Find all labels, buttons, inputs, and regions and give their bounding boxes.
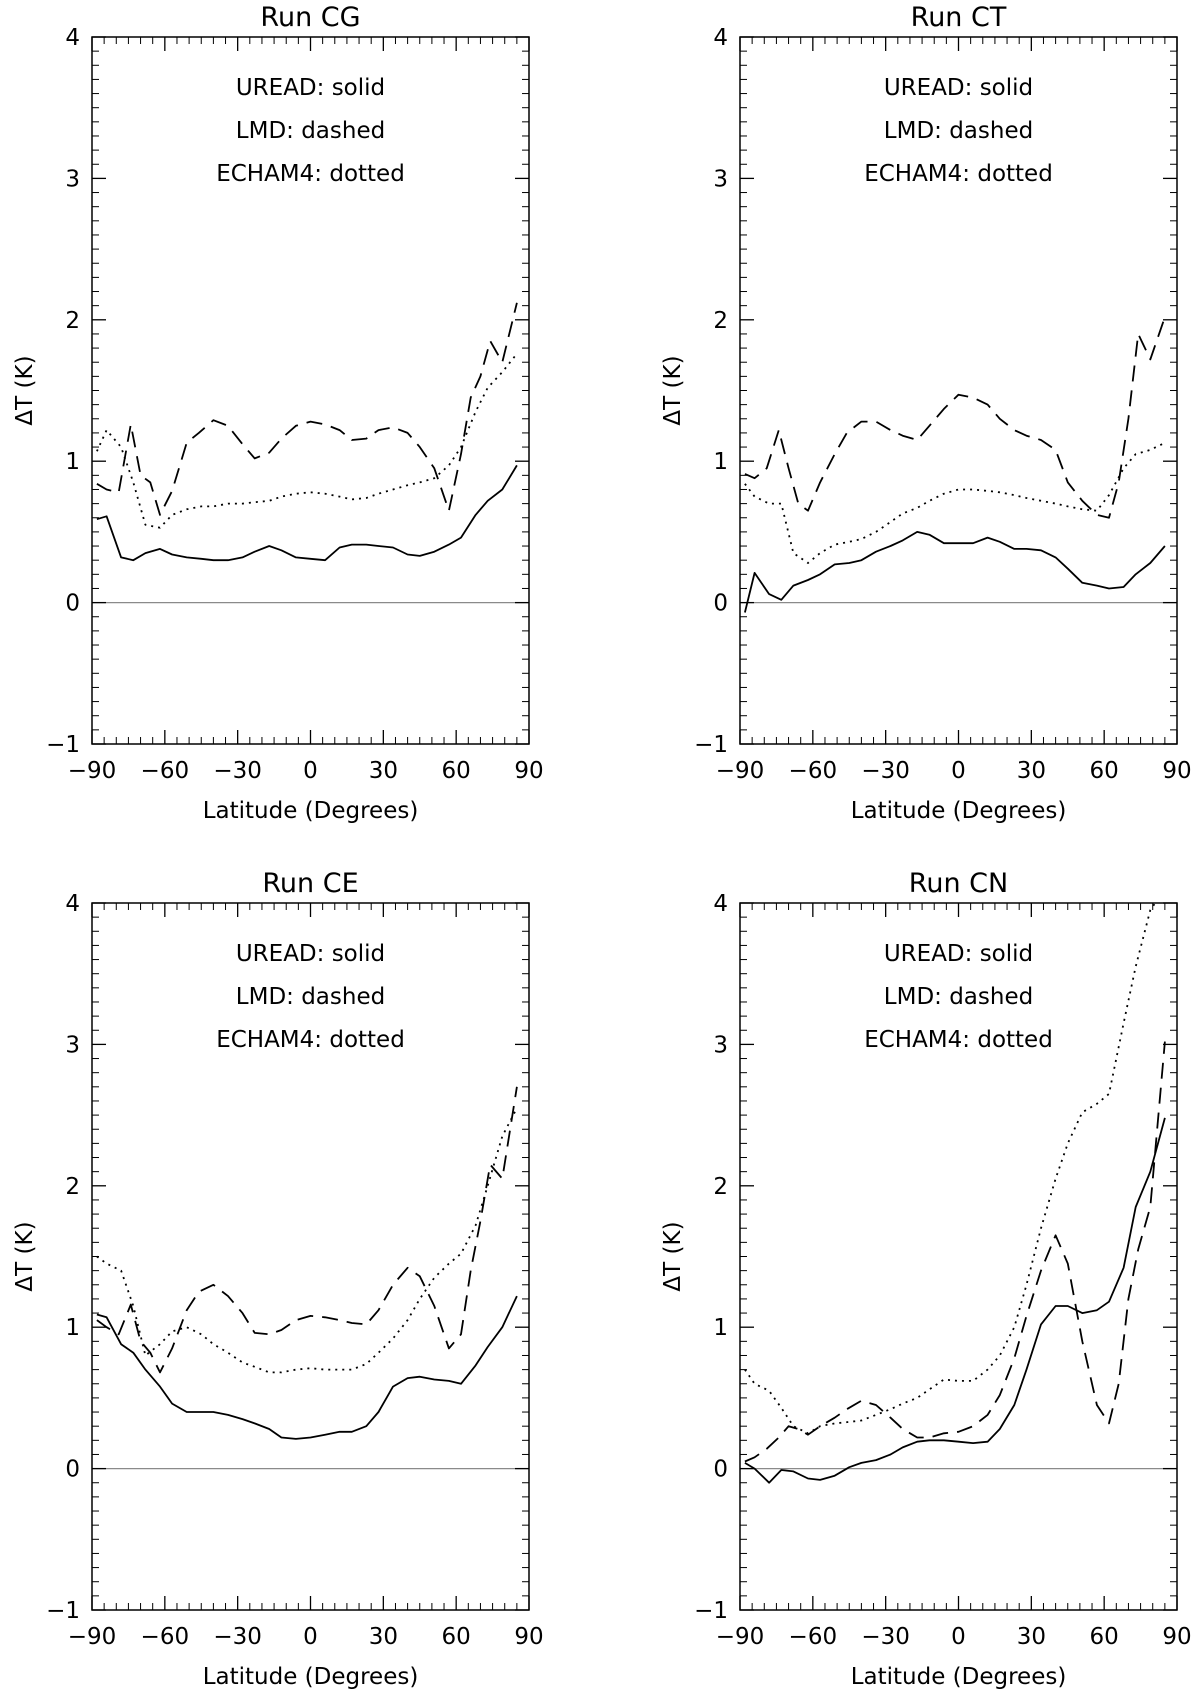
x-tick-label: 30 — [369, 1624, 398, 1650]
y-axis-label: ΔT (K) — [12, 1221, 38, 1291]
chart-title: Run CE — [262, 868, 358, 899]
y-axis-label: ΔT (K) — [660, 1221, 686, 1291]
x-tick-label: 0 — [951, 758, 966, 784]
x-tick-label: −30 — [213, 758, 262, 784]
x-tick-label: 30 — [1017, 758, 1046, 784]
series-line-dashed — [96, 302, 518, 516]
y-tick-label: 3 — [65, 166, 80, 192]
legend-note: LMD: dashed — [884, 118, 1033, 144]
legend-note: ECHAM4: dotted — [864, 161, 1053, 187]
x-tick-label: −30 — [213, 1624, 262, 1650]
y-tick-label: 0 — [713, 591, 728, 617]
x-tick-label: −30 — [861, 758, 910, 784]
y-tick-label: 3 — [713, 1032, 728, 1058]
x-tick-label: −90 — [68, 1624, 117, 1650]
series-line-dashed — [744, 316, 1166, 519]
y-tick-label: 1 — [65, 449, 80, 475]
x-tick-label: 30 — [1017, 1624, 1046, 1650]
y-tick-label: −1 — [694, 732, 728, 758]
y-tick-label: −1 — [46, 732, 80, 758]
series-line-dashed — [96, 1086, 518, 1374]
y-tick-label: 4 — [713, 25, 728, 51]
y-axis-label: ΔT (K) — [660, 355, 686, 425]
series-line-dashed — [744, 1041, 1166, 1463]
series-line-dotted — [96, 353, 518, 529]
legend-note: LMD: dashed — [884, 984, 1033, 1010]
x-tick-label: 0 — [951, 1624, 966, 1650]
y-tick-label: 1 — [65, 1315, 80, 1341]
legend-note: LMD: dashed — [236, 984, 385, 1010]
y-tick-label: 2 — [713, 1174, 728, 1200]
y-tick-label: 2 — [65, 308, 80, 334]
series-line-solid — [96, 464, 518, 562]
x-tick-label: 0 — [303, 758, 318, 784]
x-axis-label: Latitude (Degrees) — [203, 798, 419, 824]
x-tick-label: −30 — [861, 1624, 910, 1650]
x-tick-label: −60 — [141, 758, 190, 784]
y-tick-label: −1 — [46, 1598, 80, 1624]
series-line-solid — [96, 1295, 518, 1440]
y-tick-label: 4 — [65, 891, 80, 917]
x-tick-label: 30 — [369, 758, 398, 784]
y-tick-label: −1 — [694, 1598, 728, 1624]
y-tick-label: 2 — [65, 1174, 80, 1200]
x-tick-label: −60 — [789, 758, 838, 784]
legend-note: ECHAM4: dotted — [216, 161, 405, 187]
series-line-solid — [744, 531, 1166, 613]
x-tick-label: 60 — [442, 1624, 471, 1650]
legend-note: UREAD: solid — [236, 941, 385, 967]
y-tick-label: 1 — [713, 449, 728, 475]
series-line-dotted — [744, 441, 1166, 564]
series-line-dotted — [744, 903, 1157, 1435]
x-axis-label: Latitude (Degrees) — [851, 1664, 1067, 1690]
panel-1: −90 −60 −30 0 30 60 90 −1 0 1 2 3 4 Run CG Latitude (D… — [12, 2, 544, 824]
x-tick-label: −90 — [68, 758, 117, 784]
x-tick-label: −60 — [789, 1624, 838, 1650]
chart-title: Run CG — [260, 2, 360, 33]
y-tick-label: 0 — [65, 591, 80, 617]
x-tick-label: 60 — [1090, 1624, 1119, 1650]
y-tick-label: 1 — [713, 1315, 728, 1341]
panel-4: −90 −60 −30 0 30 60 90 −1 0 1 2 3 4 Run CN Latitude (D… — [660, 868, 1192, 1690]
y-tick-label: 3 — [713, 166, 728, 192]
x-axis-label: Latitude (Degrees) — [851, 798, 1067, 824]
x-tick-label: −90 — [716, 1624, 765, 1650]
series-line-dotted — [96, 1107, 518, 1374]
x-tick-label: 90 — [514, 1624, 543, 1650]
series-line-solid — [744, 1117, 1166, 1484]
legend-note: ECHAM4: dotted — [216, 1027, 405, 1053]
x-axis-label: Latitude (Degrees) — [203, 1664, 419, 1690]
x-tick-label: 0 — [303, 1624, 318, 1650]
chart-title: Run CT — [911, 2, 1007, 33]
legend-note: LMD: dashed — [236, 118, 385, 144]
y-axis-label: ΔT (K) — [12, 355, 38, 425]
panel-2: −90 −60 −30 0 30 60 90 −1 0 1 2 3 4 Run CT Latitude (D… — [660, 2, 1192, 824]
x-tick-label: −90 — [716, 758, 765, 784]
x-tick-label: 90 — [1162, 758, 1191, 784]
legend-note: ECHAM4: dotted — [864, 1027, 1053, 1053]
y-tick-label: 0 — [713, 1457, 728, 1483]
legend-note: UREAD: solid — [236, 75, 385, 101]
y-tick-label: 2 — [713, 308, 728, 334]
y-tick-label: 4 — [65, 25, 80, 51]
x-tick-label: 60 — [442, 758, 471, 784]
panel-3: −90 −60 −30 0 30 60 90 −1 0 1 2 3 4 Run CE Latitude (D… — [12, 868, 544, 1690]
x-tick-label: 60 — [1090, 758, 1119, 784]
x-tick-label: −60 — [141, 1624, 190, 1650]
chart-title: Run CN — [909, 868, 1008, 899]
legend-note: UREAD: solid — [884, 75, 1033, 101]
y-tick-label: 4 — [713, 891, 728, 917]
x-tick-label: 90 — [1162, 1624, 1191, 1650]
y-tick-label: 3 — [65, 1032, 80, 1058]
x-tick-label: 90 — [514, 758, 543, 784]
y-tick-label: 0 — [65, 1457, 80, 1483]
legend-note: UREAD: solid — [884, 941, 1033, 967]
